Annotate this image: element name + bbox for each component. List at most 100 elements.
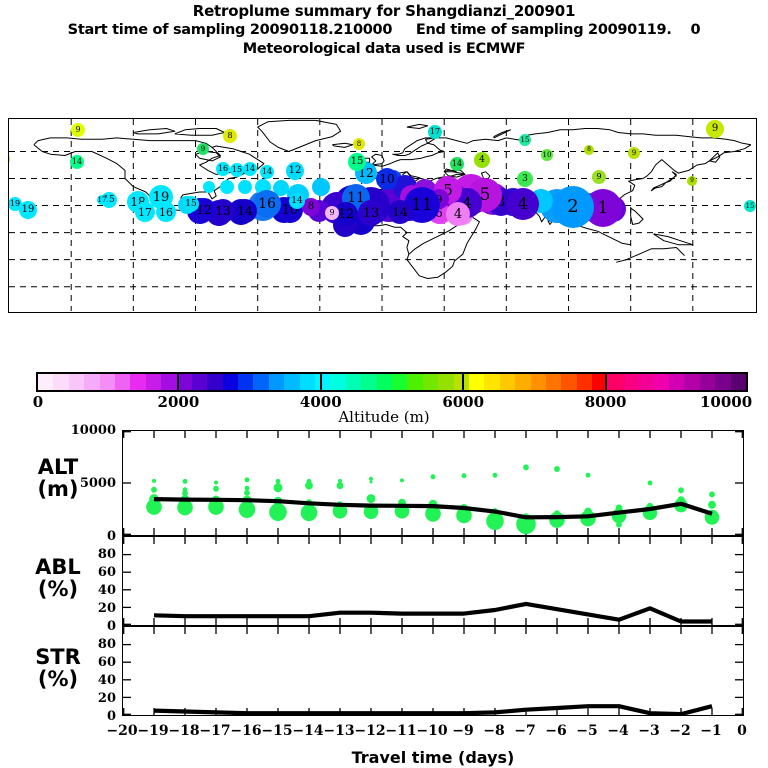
map-day-marker[interactable]: 14 xyxy=(450,157,464,171)
map-day-marker[interactable]: 16 xyxy=(253,190,281,218)
abl-plot xyxy=(123,537,743,625)
colorbar-swatch xyxy=(515,374,531,390)
map-day-marker[interactable]: 9 xyxy=(592,170,606,184)
colorbar-swatch xyxy=(191,374,208,390)
map-day-marker[interactable]: 14 xyxy=(260,165,274,179)
map-day-marker[interactable]: 16 xyxy=(216,162,230,176)
colorbar-swatch xyxy=(145,374,162,390)
map-day-marker[interactable]: 15 xyxy=(183,196,199,212)
colorbar-swatch xyxy=(99,374,115,390)
map-day-marker[interactable]: 14 xyxy=(70,155,84,169)
map-day-marker[interactable]: 14 xyxy=(233,199,257,223)
map-day-marker[interactable]: 4 xyxy=(446,202,470,226)
colorbar-swatch xyxy=(345,374,362,390)
colorbar-swatch xyxy=(84,374,100,390)
map-day-marker[interactable]: 15 xyxy=(348,153,366,171)
abl-ytick-label: 20 xyxy=(97,601,116,616)
abl-ytick-label: 0 xyxy=(106,619,116,634)
colorbar-swatch xyxy=(545,374,562,390)
map-day-marker[interactable]: 9 xyxy=(71,123,85,137)
map-day-marker[interactable]: 16 xyxy=(756,203,757,213)
abl-ytick-label: 40 xyxy=(97,583,116,598)
map-day-marker[interactable]: 10 xyxy=(376,168,398,190)
map-day-marker[interactable]: 9 xyxy=(706,120,724,138)
colorbar-major-tick xyxy=(177,372,180,392)
retroplume-map[interactable]: 1234545647911101211121314151016141312158… xyxy=(8,118,757,313)
colorbar-swatch xyxy=(315,374,331,390)
xaxis-tick-label: −14 xyxy=(292,723,324,739)
str-panel[interactable] xyxy=(122,626,744,716)
abl-panel[interactable] xyxy=(122,536,744,626)
xaxis-tick-label: −6 xyxy=(545,723,567,739)
colorbar-swatch xyxy=(638,374,654,390)
map-day-marker[interactable]: 9 xyxy=(197,143,209,155)
colorbar-major-tick xyxy=(604,372,607,392)
alt-axis-label: ALT (m) xyxy=(8,456,108,500)
colorbar-swatch xyxy=(330,374,346,390)
str-axis-label: STR (%) xyxy=(8,646,108,690)
map-day-marker[interactable]: 8 xyxy=(302,198,320,216)
map-day-marker[interactable]: 12 xyxy=(286,162,304,180)
map-day-marker[interactable]: 19 xyxy=(9,197,22,211)
map-day-marker[interactable]: 9 xyxy=(628,147,640,159)
map-day-marker[interactable]: 8 xyxy=(223,129,237,143)
colorbar-tick-label: 0 xyxy=(32,393,44,411)
map-day-marker[interactable]: 17 xyxy=(428,125,442,139)
colorbar-swatch xyxy=(68,374,85,390)
colorbar-swatch xyxy=(299,374,316,390)
map-day-marker[interactable]: 9 xyxy=(9,153,10,165)
map-day-marker[interactable]: 14 xyxy=(289,193,305,209)
colorbar-swatch xyxy=(730,374,746,390)
map-day-marker[interactable]: 8 xyxy=(353,138,365,150)
map-day-marker[interactable]: 9 xyxy=(687,176,697,186)
map-day-marker[interactable]: 4 xyxy=(507,188,539,220)
colorbar-swatch xyxy=(715,374,731,390)
altitude-colorbar[interactable] xyxy=(36,372,748,392)
plume-blob xyxy=(220,180,234,194)
abl-ytick-label: 60 xyxy=(97,565,116,580)
xaxis-tick-label: −9 xyxy=(452,723,474,739)
colorbar-swatch xyxy=(407,374,423,390)
colorbar-swatch xyxy=(561,374,577,390)
abl-ytick-label: 80 xyxy=(97,547,116,562)
map-day-marker[interactable]: 13 xyxy=(358,200,384,226)
xaxis-tick-label: −12 xyxy=(354,723,386,739)
alt-ytick-label: 10000 xyxy=(70,423,116,438)
xaxis-tick-label: −2 xyxy=(669,723,691,739)
str-ytick-label: 0 xyxy=(106,709,116,724)
map-day-marker[interactable]: 2 xyxy=(552,186,594,228)
colorbar-swatch xyxy=(222,374,239,390)
map-day-marker[interactable]: 3 xyxy=(517,171,533,187)
str-ytick-label: 40 xyxy=(97,673,116,688)
map-day-marker[interactable]: 16 xyxy=(156,202,176,222)
colorbar-swatch xyxy=(699,374,716,390)
map-day-marker[interactable]: 19 xyxy=(19,201,37,219)
page-title: Retroplume summary for Shangdianzi_20090… xyxy=(192,2,576,20)
map-day-marker[interactable]: 9 xyxy=(325,206,339,220)
map-day-marker[interactable]: 17 xyxy=(135,202,155,222)
colorbar-swatch xyxy=(576,374,593,390)
map-day-marker[interactable]: 12 xyxy=(192,198,216,222)
map-day-marker[interactable]: 10 xyxy=(541,149,553,161)
map-day-marker[interactable]: 14 xyxy=(243,162,257,176)
colorbar-swatch xyxy=(592,374,608,390)
str-ytick-label: 80 xyxy=(97,637,116,652)
xaxis-tick-label: −18 xyxy=(168,723,200,739)
map-day-marker[interactable]: 17 xyxy=(97,195,107,205)
alt-panel[interactable] xyxy=(122,430,744,536)
colorbar-swatch xyxy=(176,374,192,390)
map-day-marker[interactable]: 15 xyxy=(230,163,244,177)
colorbar-swatch xyxy=(684,374,700,390)
map-day-marker[interactable]: 8 xyxy=(584,145,594,155)
plume-blob xyxy=(273,180,289,196)
colorbar-swatch xyxy=(530,374,546,390)
meteorology-subtitle: Meteorological data used is ECMWF xyxy=(242,41,526,57)
colorbar-swatch xyxy=(114,374,131,390)
colorbar-swatch xyxy=(207,374,223,390)
xaxis-tick-label: −5 xyxy=(576,723,598,739)
colorbar-swatch xyxy=(453,374,469,390)
map-day-marker[interactable]: 4 xyxy=(474,152,490,168)
map-day-marker[interactable]: 15 xyxy=(744,200,756,212)
map-day-marker[interactable]: 15 xyxy=(519,134,531,146)
map-day-marker[interactable]: 14 xyxy=(388,200,412,224)
